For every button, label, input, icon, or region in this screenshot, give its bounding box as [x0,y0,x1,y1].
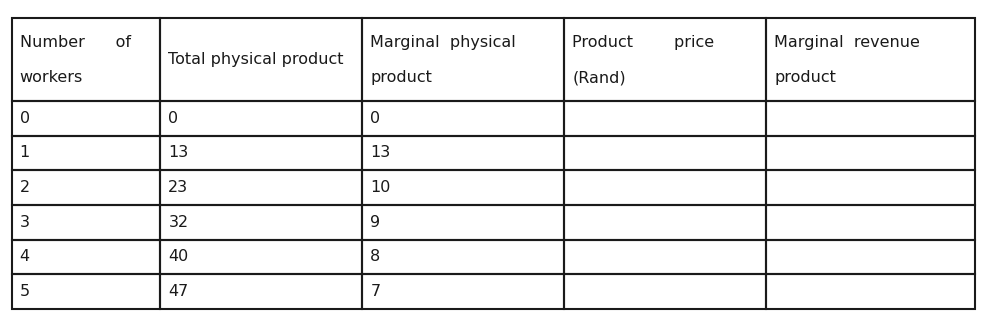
Text: 0: 0 [370,111,380,126]
Bar [362,205,564,240]
Text: 23: 23 [169,180,188,195]
Text: 2: 2 [20,180,30,195]
Bar [12,136,161,170]
Text: 8: 8 [370,250,381,265]
Bar [564,101,765,136]
Bar [362,170,564,205]
Text: (Rand): (Rand) [572,70,625,85]
Bar [161,170,362,205]
Bar [765,101,974,136]
Bar [765,240,974,274]
Text: 13: 13 [169,146,188,161]
Bar [564,205,765,240]
Bar [765,205,974,240]
Bar [362,101,564,136]
Bar [564,170,765,205]
Bar [12,101,161,136]
Text: Number      of: Number of [20,35,130,50]
Bar [564,240,765,274]
Bar [161,136,362,170]
Text: 40: 40 [169,250,188,265]
Text: 4: 4 [20,250,30,265]
Text: product: product [370,70,432,85]
Text: Total physical product: Total physical product [169,52,343,67]
Text: 0: 0 [20,111,30,126]
Bar [161,205,362,240]
Bar [765,170,974,205]
Bar [765,18,974,101]
Text: Marginal  physical: Marginal physical [370,35,516,50]
Bar [161,240,362,274]
Text: 3: 3 [20,215,30,230]
Bar [12,170,161,205]
Bar [362,18,564,101]
Text: workers: workers [20,70,83,85]
Text: 1: 1 [20,146,30,161]
Bar [161,18,362,101]
Bar [12,240,161,274]
Text: 13: 13 [370,146,390,161]
Bar [12,205,161,240]
Bar [765,136,974,170]
Text: Marginal  revenue: Marginal revenue [773,35,919,50]
Text: 5: 5 [20,284,30,299]
Bar [362,274,564,309]
Text: 0: 0 [169,111,178,126]
Bar [12,274,161,309]
Bar [12,18,161,101]
Bar [362,136,564,170]
Text: 32: 32 [169,215,188,230]
Bar [765,274,974,309]
Bar [564,136,765,170]
Text: 7: 7 [370,284,380,299]
Bar [564,274,765,309]
Bar [161,101,362,136]
Text: 47: 47 [169,284,188,299]
Text: 10: 10 [370,180,390,195]
Text: 9: 9 [370,215,380,230]
Bar [564,18,765,101]
Bar [161,274,362,309]
Bar [362,240,564,274]
Text: product: product [773,70,835,85]
Text: Product        price: Product price [572,35,714,50]
